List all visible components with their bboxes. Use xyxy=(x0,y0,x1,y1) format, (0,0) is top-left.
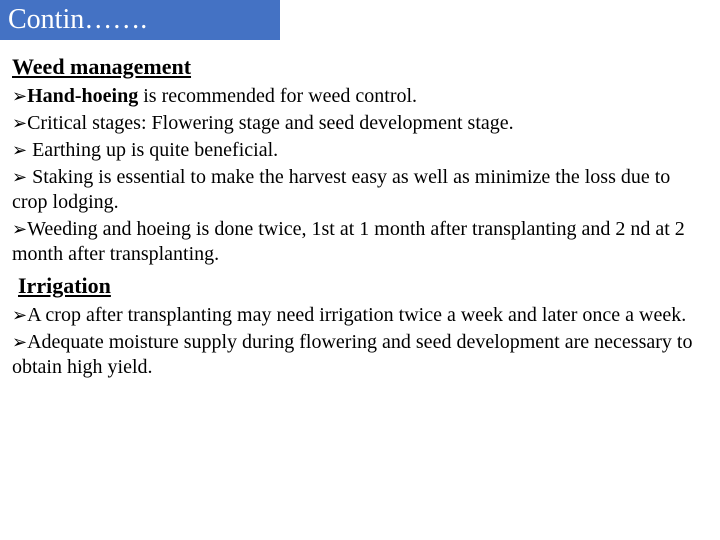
slide-title-bar: Contin……. xyxy=(0,0,280,40)
bullet-arrow-icon: ➢ xyxy=(12,140,27,160)
bullet-arrow-icon: ➢ xyxy=(12,305,27,325)
bullet-arrow-icon: ➢ xyxy=(12,332,27,352)
slide-title: Contin……. xyxy=(8,4,147,35)
section-heading-weed: Weed management xyxy=(12,54,708,80)
bullet-text: Weeding and hoeing is done twice, 1st at… xyxy=(12,218,685,265)
slide-content: Weed management ➢Hand-hoeing is recommen… xyxy=(0,40,720,390)
bullet-item: ➢Hand-hoeing is recommended for weed con… xyxy=(12,84,708,109)
bullet-item: ➢Critical stages: Flowering stage and se… xyxy=(12,111,708,136)
bullet-text: Staking is essential to make the harvest… xyxy=(12,166,670,213)
bullet-bold: Hand-hoeing xyxy=(27,85,138,107)
bullet-arrow-icon: ➢ xyxy=(12,219,27,239)
section-heading-irrigation: Irrigation xyxy=(18,273,708,299)
bullet-arrow-icon: ➢ xyxy=(12,167,27,187)
bullet-item: ➢ Earthing up is quite beneficial. xyxy=(12,138,708,163)
bullet-arrow-icon: ➢ xyxy=(12,113,27,133)
bullet-item: ➢ Staking is essential to make the harve… xyxy=(12,165,708,215)
bullet-item: ➢Weeding and hoeing is done twice, 1st a… xyxy=(12,217,708,267)
bullet-text: Critical stages: Flowering stage and see… xyxy=(27,112,514,134)
bullet-text: Adequate moisture supply during flowerin… xyxy=(12,331,692,378)
bullet-text: Earthing up is quite beneficial. xyxy=(27,139,278,161)
bullet-item: ➢A crop after transplanting may need irr… xyxy=(12,303,708,328)
bullet-text: is recommended for weed control. xyxy=(138,85,417,107)
bullet-text: A crop after transplanting may need irri… xyxy=(27,304,686,326)
bullet-item: ➢Adequate moisture supply during floweri… xyxy=(12,330,708,380)
bullet-arrow-icon: ➢ xyxy=(12,86,27,106)
